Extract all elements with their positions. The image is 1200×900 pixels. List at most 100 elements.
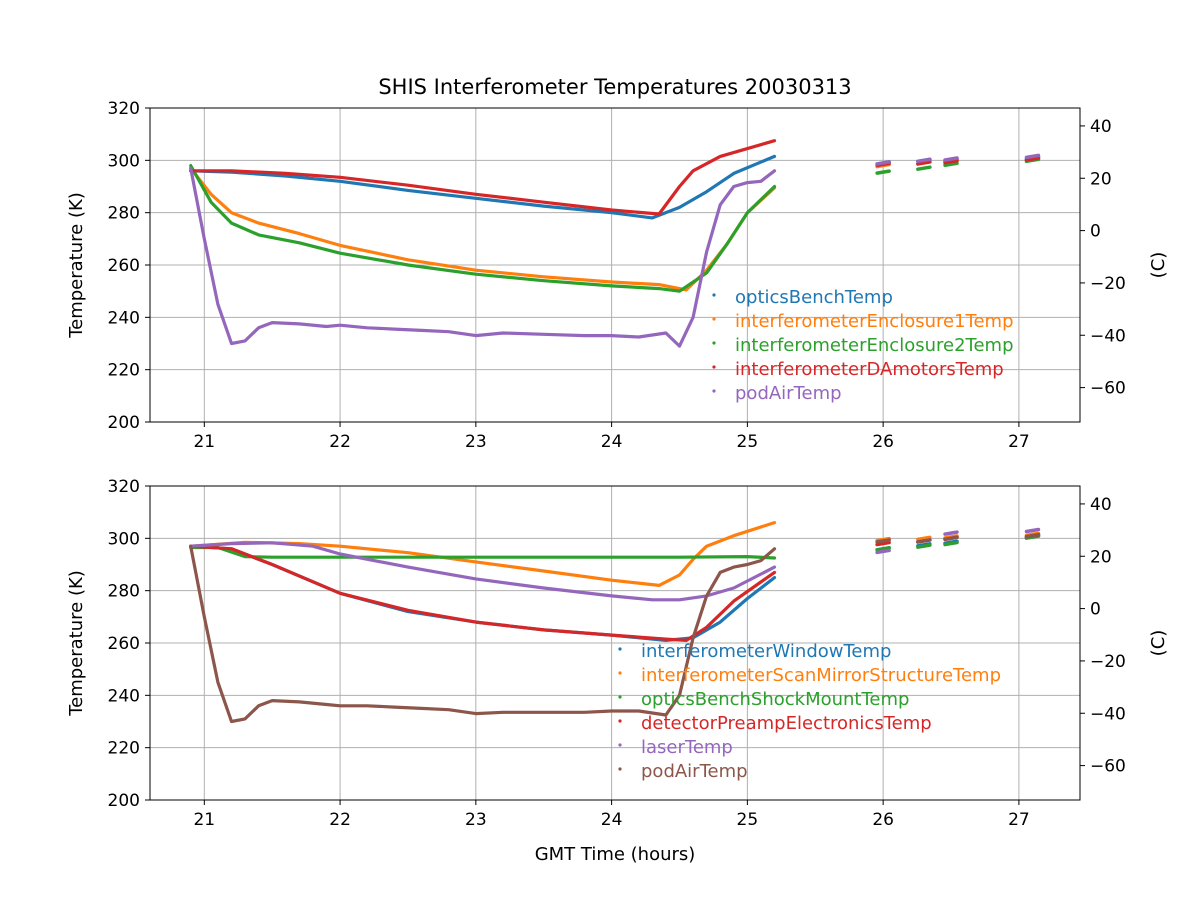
top-plot-panel: 21 22 23 24 25 26 27200220240260280300320−60−4… bbox=[66, 99, 1169, 452]
top-y-tick-label: 260 bbox=[108, 256, 140, 276]
bottom-series-laserTemp bbox=[189, 541, 777, 602]
bottom-series-laserTemp-late-segment bbox=[875, 548, 891, 555]
top-y2-tick-label: −20 bbox=[1090, 274, 1126, 294]
bottom-x-tick-label: 21 bbox=[193, 810, 215, 830]
bottom-x-tick-label: 26 bbox=[872, 810, 894, 830]
top-legend-marker bbox=[712, 365, 716, 369]
bottom-series-podAirTemp bbox=[189, 544, 777, 724]
top-series-podAirTemp-late-segment bbox=[943, 156, 959, 162]
top-y2-tick-label: −40 bbox=[1090, 326, 1126, 346]
bottom-legend-marker bbox=[618, 695, 622, 699]
bottom-series-opticsBenchShockMountTemp-late-segment bbox=[916, 543, 932, 549]
top-y-tick-label: 240 bbox=[108, 308, 140, 328]
top-series-interferometerDAmotorsTemp bbox=[189, 139, 777, 216]
bottom-x-tick-label: 22 bbox=[329, 810, 351, 830]
top-y-tick-label: 220 bbox=[108, 361, 140, 381]
top-axes: 21 22 23 24 25 26 27200220240260280300320−60−4… bbox=[108, 99, 1126, 452]
top-series-group bbox=[189, 139, 1041, 348]
bottom-series-detectorPreampElectronicsTemp-late-segment bbox=[875, 540, 891, 547]
bottom-series-opticsBenchShockMountTemp bbox=[189, 545, 777, 560]
bottom-legend-marker bbox=[618, 671, 622, 675]
bottom-y-tick-label: 320 bbox=[108, 477, 140, 497]
bottom-x-tick-label: 23 bbox=[465, 810, 487, 830]
top-y2-tick-label: 40 bbox=[1090, 117, 1112, 137]
top-series-interferometerEnclosure2Temp bbox=[189, 164, 777, 293]
bottom-y-tick-label: 260 bbox=[108, 634, 140, 654]
bottom-legend-marker bbox=[618, 719, 622, 723]
bottom-y2-tick-label: −60 bbox=[1090, 757, 1126, 777]
top-y2-tick-label: 20 bbox=[1090, 169, 1112, 189]
top-y-tick-label: 200 bbox=[108, 413, 140, 433]
top-x-tick-label: 21 bbox=[193, 432, 215, 452]
top-x-tick-label: 24 bbox=[601, 432, 623, 452]
top-legend: opticsBenchTemp interferometerEnclosure1T… bbox=[712, 287, 1014, 404]
bottom-y-tick-label: 300 bbox=[108, 529, 140, 549]
bottom-series-detectorPreampElectronicsTemp bbox=[189, 544, 777, 643]
figure-title: SHIS Interferometer Temperatures 2003031… bbox=[378, 75, 851, 99]
top-legend-label: interferometerEnclosure2Temp bbox=[735, 335, 1014, 356]
top-legend-marker bbox=[712, 389, 716, 393]
bottom-legend-label: podAirTemp bbox=[641, 761, 748, 782]
bottom-series-interferometerScanMirrorStructureTemp-late-segment bbox=[916, 535, 932, 542]
bottom-y2-tick-label: 40 bbox=[1090, 495, 1112, 515]
top-legend-label: podAirTemp bbox=[735, 383, 842, 404]
bottom-series-group bbox=[189, 520, 1041, 724]
top-y-tick-label: 300 bbox=[108, 151, 140, 171]
top-legend-label: interferometerEnclosure1Temp bbox=[735, 311, 1014, 332]
bottom-x-tick-label: 25 bbox=[737, 810, 759, 830]
top-series-interferometerDAmotorsTemp-late-segment bbox=[916, 160, 932, 166]
bottom-legend-marker bbox=[618, 647, 622, 651]
top-series-interferometerDAmotorsTemp-late-segment bbox=[1024, 156, 1041, 162]
bottom-axes: 21 22 23 24 25 26 27200220240260280300320−60−4… bbox=[108, 477, 1126, 830]
top-legend-marker bbox=[712, 341, 716, 345]
x-axis-label: GMT Time (hours) bbox=[535, 844, 696, 865]
top-y2-tick-label: −60 bbox=[1090, 379, 1126, 399]
bottom-series-opticsBenchShockMountTemp-late-segment bbox=[943, 540, 959, 547]
top-y-tick-label: 320 bbox=[108, 99, 140, 119]
top-series-opticsBenchTemp bbox=[189, 154, 777, 220]
bottom-y-tick-label: 240 bbox=[108, 686, 140, 706]
top-x-tick-label: 25 bbox=[737, 432, 759, 452]
bottom-y2-axis-label: (C) bbox=[1148, 630, 1169, 657]
bottom-series-laserTemp-late-segment bbox=[1024, 527, 1041, 534]
bottom-x-tick-label: 27 bbox=[1008, 810, 1030, 830]
top-x-tick-label: 26 bbox=[872, 432, 894, 452]
top-series-podAirTemp bbox=[189, 166, 777, 348]
top-legend-marker bbox=[712, 317, 716, 321]
top-series-interferometerDAmotorsTemp-late-segment bbox=[943, 158, 959, 165]
bottom-legend: interferometerWindowTemp interferometerSc… bbox=[618, 641, 1001, 782]
top-legend-marker bbox=[712, 293, 716, 297]
top-y-tick-label: 280 bbox=[108, 204, 140, 224]
bottom-y-tick-label: 200 bbox=[108, 791, 140, 811]
bottom-plot-panel: 21 22 23 24 25 26 27200220240260280300320−60−4… bbox=[66, 477, 1169, 830]
top-legend-label: interferometerDAmotorsTemp bbox=[735, 359, 1004, 380]
top-series-interferometerEnclosure2Temp-late-segment bbox=[916, 165, 932, 171]
top-y2-axis-label: (C) bbox=[1148, 252, 1169, 279]
bottom-y-axis-label: Temperature (K) bbox=[66, 570, 87, 717]
bottom-legend-marker bbox=[618, 743, 622, 747]
bottom-series-laserTemp-late-segment bbox=[943, 530, 959, 536]
bottom-y2-tick-label: −20 bbox=[1090, 652, 1126, 672]
bottom-legend-label: interferometerWindowTemp bbox=[641, 641, 891, 662]
bottom-legend-label: laserTemp bbox=[641, 737, 733, 758]
bottom-series-opticsBenchShockMountTemp-late-segment bbox=[875, 546, 891, 552]
top-y-axis-label: Temperature (K) bbox=[66, 192, 87, 339]
top-series-podAirTemp-late-segment bbox=[875, 160, 891, 166]
bottom-y2-tick-label: 0 bbox=[1090, 600, 1101, 620]
bottom-y-tick-label: 280 bbox=[108, 582, 140, 602]
bottom-series-podAirTemp-late-segment bbox=[943, 535, 959, 542]
top-series-podAirTemp-late-segment bbox=[1024, 153, 1041, 160]
top-series-interferometerEnclosure2Temp-late-segment bbox=[943, 161, 959, 168]
bottom-legend-label: interferometerScanMirrorStructureTemp bbox=[641, 665, 1001, 686]
top-legend-label: opticsBenchTemp bbox=[735, 287, 893, 308]
bottom-y2-tick-label: −40 bbox=[1090, 704, 1126, 724]
top-x-tick-label: 22 bbox=[329, 432, 351, 452]
bottom-legend-label: detectorPreampElectronicsTemp bbox=[641, 713, 932, 734]
bottom-legend-label: opticsBenchShockMountTemp bbox=[641, 689, 909, 710]
bottom-series-podAirTemp-late-segment bbox=[916, 538, 932, 544]
top-series-interferometerEnclosure2Temp-late-segment bbox=[875, 169, 891, 175]
bottom-legend-marker bbox=[618, 767, 622, 771]
bottom-y-tick-label: 220 bbox=[108, 739, 140, 759]
top-series-podAirTemp-late-segment bbox=[916, 157, 932, 164]
